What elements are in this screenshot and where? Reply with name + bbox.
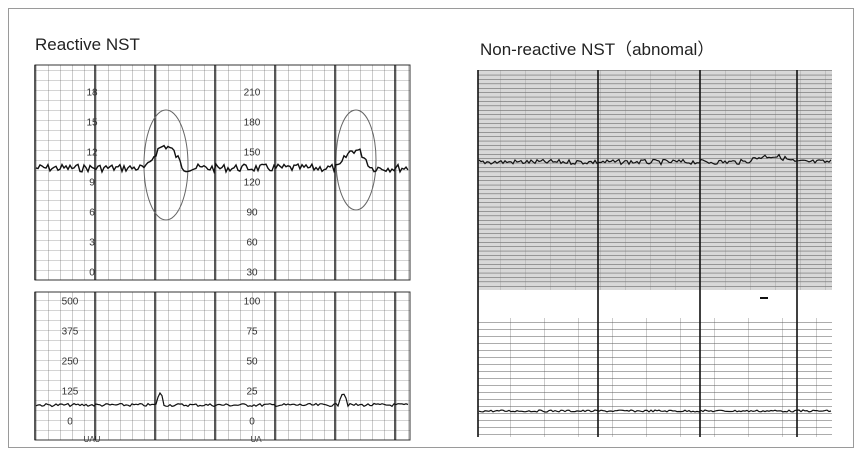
- unit-label: UA: [250, 435, 262, 444]
- scale-label: 210: [244, 88, 261, 99]
- scale-label: 9: [89, 178, 95, 189]
- scale-label: 75: [246, 327, 258, 338]
- scale-label: 120: [244, 178, 261, 189]
- scale-label: 60: [246, 238, 258, 249]
- scale-label: 500: [62, 297, 79, 308]
- unit-label: UAU: [84, 435, 101, 444]
- scale-label: 3: [89, 238, 95, 249]
- ua-grid: [35, 292, 410, 440]
- scale-label: 100: [244, 297, 261, 308]
- figure: Reactive NST Non-reactive NST（abnomal） 1…: [0, 0, 864, 457]
- scale-label: 12: [86, 148, 98, 159]
- scale-label: 90: [246, 208, 258, 219]
- scale-label: 0: [89, 268, 95, 279]
- reactive-strip: 1815129630210180150120906030500375250125…: [35, 65, 410, 444]
- scale-label: 150: [244, 148, 261, 159]
- scale-label: 30: [246, 268, 258, 279]
- scale-label: 250: [62, 357, 79, 368]
- scale-label: 15: [86, 118, 98, 129]
- strips: 1815129630210180150120906030500375250125…: [0, 0, 864, 457]
- scale-label: 25: [246, 387, 258, 398]
- fhr-grid: [478, 70, 832, 290]
- scale-label: 180: [244, 118, 261, 129]
- scale-label: 125: [62, 387, 79, 398]
- ua-grid: [478, 318, 832, 437]
- scale-label: 6: [89, 208, 95, 219]
- marker: [760, 297, 768, 299]
- scale-label: 0: [67, 417, 73, 428]
- scale-label: 18: [86, 88, 98, 99]
- nonreactive-strip: [478, 70, 832, 437]
- scale-label: 0: [249, 417, 255, 428]
- scale-label: 375: [62, 327, 79, 338]
- scale-label: 50: [246, 357, 258, 368]
